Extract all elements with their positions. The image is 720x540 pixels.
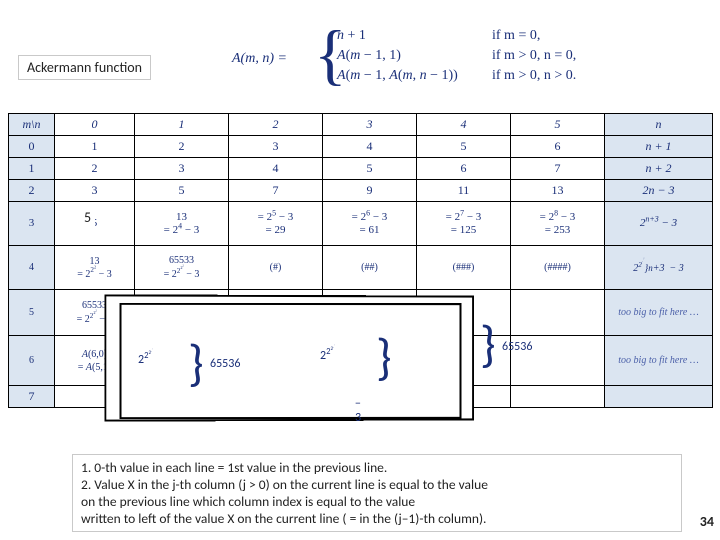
formula-conditions: if m = 0, if m > 0, n = 0, if m > 0, n >…	[492, 26, 576, 86]
formula-cases: n + 1 A(m − 1, 1) A(m − 1, A(m, n − 1))	[337, 26, 458, 86]
col-4: 4	[417, 114, 511, 136]
table-row: 0 12 34 56 n + 1	[9, 136, 713, 158]
note-line: on the previous line which column index …	[81, 493, 673, 510]
corner-cell: m\n	[9, 114, 55, 136]
outer-brace-icon: }	[480, 320, 496, 370]
note-line: 2. Value X in the j-th column (j > 0) on…	[81, 476, 673, 493]
col-3: 3	[323, 114, 417, 136]
col-5: 5	[511, 114, 605, 136]
col-0: 0	[55, 114, 135, 136]
formula-lhs: A(m, n) =	[232, 51, 287, 67]
title-box: Ackermann function	[18, 55, 151, 80]
table-row: 1 23 45 67 n + 2	[9, 158, 713, 180]
notes-box: 1. 0-th value in each line = 1st value i…	[72, 454, 682, 532]
note-line: 1. 0-th value in each line = 1st value i…	[81, 459, 673, 476]
col-n: n	[605, 114, 713, 136]
table-row: 3 5 13= 24 − 3 = 25 − 3= 29 = 26 − 3= 61…	[9, 202, 713, 246]
outer-tower-label: 65536	[502, 340, 532, 354]
overlay-value-5: 5	[80, 209, 95, 226]
note-line: written to left of the value X on the cu…	[81, 510, 673, 527]
ackermann-formula: A(m, n) = { n + 1 A(m − 1, 1) A(m − 1, A…	[232, 23, 602, 98]
col-2: 2	[229, 114, 323, 136]
table-header-row: m\n 0 1 2 3 4 5 n	[9, 114, 713, 136]
table-row: 2 35 79 1113 2n − 3	[9, 180, 713, 202]
col-1: 1	[135, 114, 229, 136]
page-number: 34	[700, 513, 714, 530]
table-row: 4 13= 222 − 3 65533= 2222 − 3 (#) (##) (…	[9, 246, 713, 290]
